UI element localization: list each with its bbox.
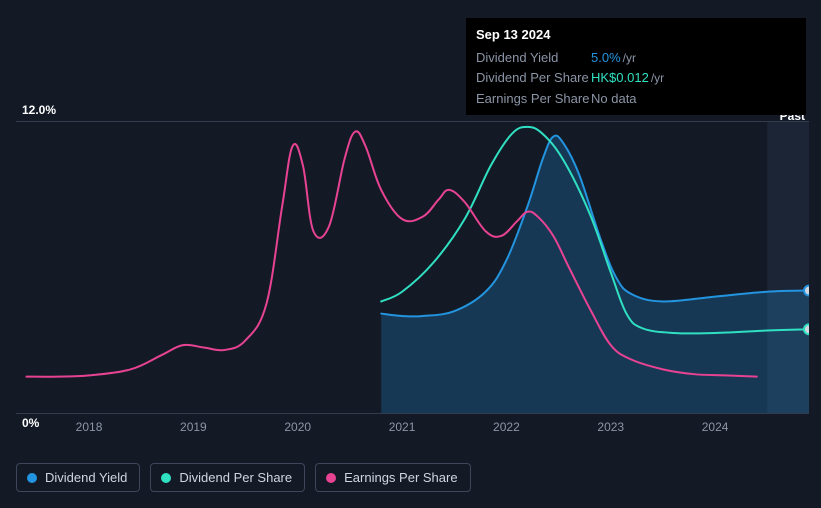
tooltip-row: Earnings Per ShareNo data xyxy=(476,89,796,109)
plot-region[interactable] xyxy=(16,121,809,414)
y-axis-top-label: 12.0% xyxy=(22,103,56,117)
tooltip-row-label: Dividend Per Share xyxy=(476,69,591,87)
tooltip-row-unit: /yr xyxy=(651,70,664,87)
legend-item[interactable]: Dividend Yield xyxy=(16,463,140,492)
tooltip-date: Sep 13 2024 xyxy=(476,24,796,48)
legend-dot-icon xyxy=(27,473,37,483)
x-tick-label: 2023 xyxy=(597,420,624,434)
tooltip-row-value: HK$0.012 xyxy=(591,69,649,87)
legend-item-label: Earnings Per Share xyxy=(344,470,457,485)
tooltip-row-value: 5.0% xyxy=(591,49,621,67)
x-tick-label: 2022 xyxy=(493,420,520,434)
legend: Dividend Yield Dividend Per Share Earnings… xyxy=(16,463,471,492)
tooltip-row-value: No data xyxy=(591,90,637,108)
x-tick-label: 2020 xyxy=(284,420,311,434)
x-tick-label: 2021 xyxy=(389,420,416,434)
x-tick-label: 2018 xyxy=(76,420,103,434)
legend-item-label: Dividend Yield xyxy=(45,470,127,485)
legend-item[interactable]: Dividend Per Share xyxy=(150,463,305,492)
series-fill xyxy=(381,136,809,413)
tooltip-row: Dividend Per ShareHK$0.012 /yr xyxy=(476,68,796,88)
x-axis: 2018 2019 2020 2021 2022 2023 2024 xyxy=(16,420,809,438)
tooltip-row-label: Earnings Per Share xyxy=(476,90,591,108)
chart-area: 12.0% 0% Past 20182019202020212022202320… xyxy=(16,105,809,448)
legend-item-label: Dividend Per Share xyxy=(179,470,292,485)
tooltip-row: Dividend Yield5.0% /yr xyxy=(476,48,796,68)
tooltip-row-label: Dividend Yield xyxy=(476,49,591,67)
legend-dot-icon xyxy=(161,473,171,483)
tooltip-row-unit: /yr xyxy=(623,50,636,67)
series-end-marker xyxy=(804,324,809,334)
x-tick-label: 2019 xyxy=(180,420,207,434)
series-end-marker xyxy=(804,286,809,296)
legend-dot-icon xyxy=(326,473,336,483)
x-tick-label: 2024 xyxy=(702,420,729,434)
info-tooltip: Sep 13 2024 Dividend Yield5.0% /yrDivide… xyxy=(466,18,806,115)
legend-item[interactable]: Earnings Per Share xyxy=(315,463,470,492)
